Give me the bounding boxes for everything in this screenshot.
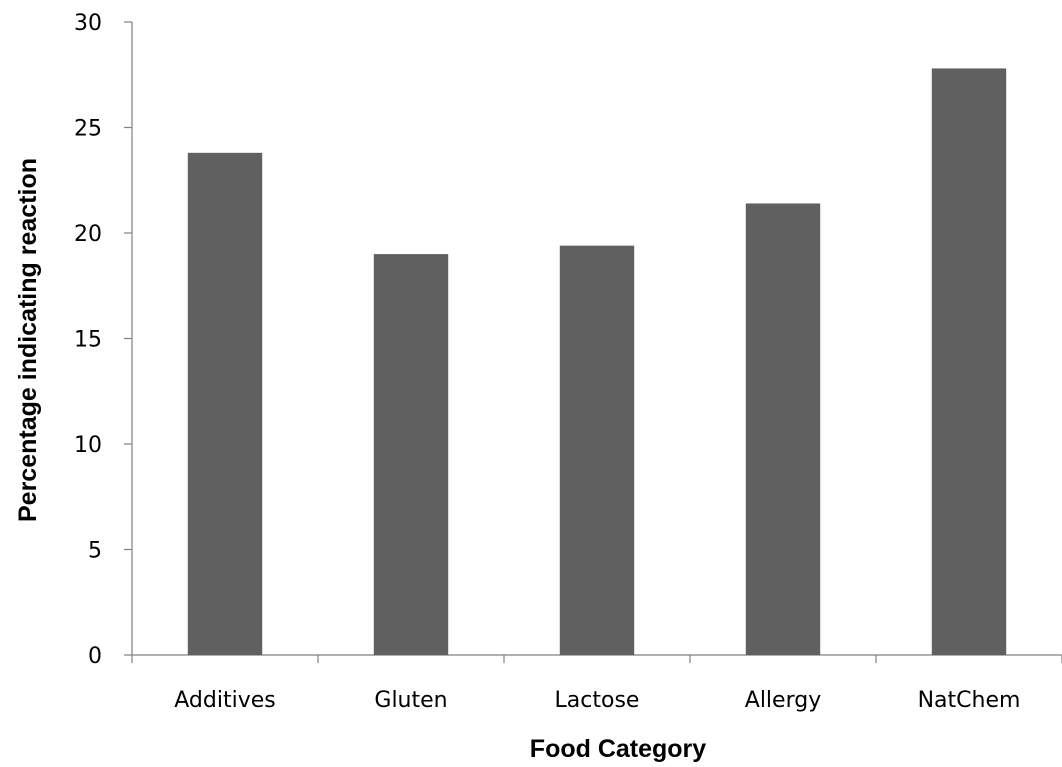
y-tick-label: 5 <box>88 539 102 564</box>
x-tick-label: Allergy <box>745 688 821 713</box>
category-labels: Additives Gluten Lactose Allergy NatChem <box>174 688 1020 713</box>
y-tick-label: 10 <box>74 433 102 458</box>
y-axis: 0 5 10 15 20 25 30 <box>74 11 133 669</box>
bar-gluten <box>373 254 449 655</box>
x-tick-label: Lactose <box>555 688 640 713</box>
x-axis-title: Food Category <box>530 735 706 763</box>
x-tick-label: NatChem <box>918 688 1021 713</box>
y-tick-label: 20 <box>74 222 102 247</box>
x-axis <box>131 654 1062 663</box>
y-tick-label: 30 <box>74 11 102 36</box>
y-tick-label: 25 <box>74 117 102 142</box>
x-tick-label: Additives <box>174 688 275 713</box>
y-axis-title: Percentage indicating reaction <box>14 158 42 522</box>
y-tick-label: 0 <box>88 644 102 669</box>
bar-allergy <box>745 203 821 655</box>
bars <box>187 68 1007 656</box>
bar-natchem <box>931 68 1007 656</box>
bar-additives <box>187 152 263 655</box>
bar-lactose <box>559 245 635 655</box>
x-tick-label: Gluten <box>374 688 447 713</box>
y-tick-label: 15 <box>74 328 102 353</box>
